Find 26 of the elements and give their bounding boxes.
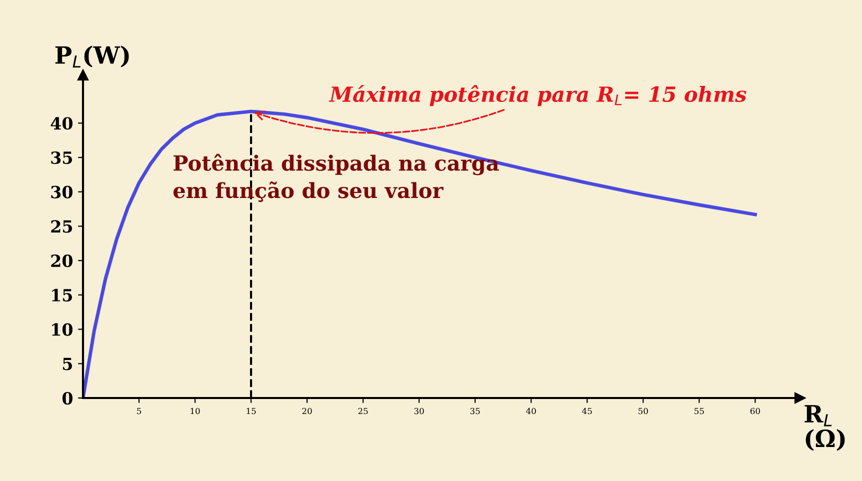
x-tick-label: 45 — [582, 408, 592, 414]
x-tick-label: 15 — [246, 408, 256, 414]
y-tick-label: 35 — [51, 151, 72, 164]
x-tick-label: 10 — [190, 408, 200, 414]
x-tick-label: 20 — [302, 408, 312, 414]
x-tick-label: 30 — [414, 408, 424, 414]
y-tick-label: 5 — [63, 358, 72, 370]
y-tick-label: 30 — [51, 186, 72, 198]
x-tick-label: 40 — [526, 408, 536, 414]
x-tick-label: 25 — [358, 408, 368, 414]
y-tick-label: 15 — [52, 288, 72, 302]
y-axis-title: P$_{L}$(W) — [55, 46, 129, 68]
annotation: Potência dissipada na carga em função do seu valor — [173, 154, 499, 202]
line-series — [83, 110, 757, 398]
y-tick-label: 40 — [50, 117, 72, 130]
x-tick-label: 50 — [638, 408, 648, 414]
x-tick-label: 35 — [470, 408, 480, 414]
y-tick-label: 20 — [51, 254, 72, 268]
x-tick-label: 55 — [694, 408, 704, 414]
y-tick-label: 10 — [52, 323, 72, 336]
y-tick-label: 25 — [51, 220, 72, 233]
y-tick-label: 0 — [62, 392, 72, 405]
x-tick-label: 5 — [137, 408, 142, 414]
x-tick-label: 60 — [750, 408, 760, 414]
annotation: Máxima potência para R$_{L}$= 15 ohms — [328, 85, 746, 106]
x-axis-title: R$_{L}$ (Ω) — [804, 405, 845, 451]
